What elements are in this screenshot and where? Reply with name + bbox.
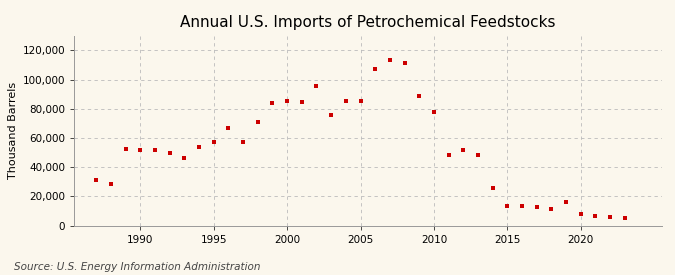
Point [620, 216, 630, 220]
Point [590, 214, 601, 218]
Point [546, 207, 557, 212]
Point [238, 140, 248, 144]
Y-axis label: Thousand Barrels: Thousand Barrels [8, 82, 18, 179]
Point [561, 200, 572, 204]
Point [194, 145, 205, 150]
Point [443, 153, 454, 158]
Point [209, 139, 219, 144]
Point [120, 147, 131, 151]
Point [164, 150, 175, 155]
Point [502, 204, 513, 208]
Point [296, 100, 307, 104]
Point [472, 153, 483, 158]
Point [179, 156, 190, 161]
Point [340, 99, 351, 104]
Point [150, 148, 161, 153]
Point [252, 120, 263, 124]
Point [135, 147, 146, 152]
Point [267, 101, 278, 105]
Point [399, 60, 410, 65]
Point [281, 99, 292, 104]
Point [91, 178, 102, 182]
Title: Annual U.S. Imports of Petrochemical Feedstocks: Annual U.S. Imports of Petrochemical Fee… [180, 15, 556, 31]
Point [355, 99, 366, 104]
Point [531, 204, 542, 209]
Point [487, 185, 498, 190]
Point [105, 182, 116, 186]
Point [458, 148, 468, 153]
Point [326, 112, 337, 117]
Point [429, 109, 439, 114]
Point [516, 204, 527, 208]
Text: Source: U.S. Energy Information Administration: Source: U.S. Energy Information Administ… [14, 262, 260, 272]
Point [370, 67, 381, 72]
Point [414, 94, 425, 98]
Point [605, 214, 616, 219]
Point [223, 126, 234, 131]
Point [385, 58, 396, 62]
Point [311, 84, 322, 88]
Point [575, 212, 586, 216]
